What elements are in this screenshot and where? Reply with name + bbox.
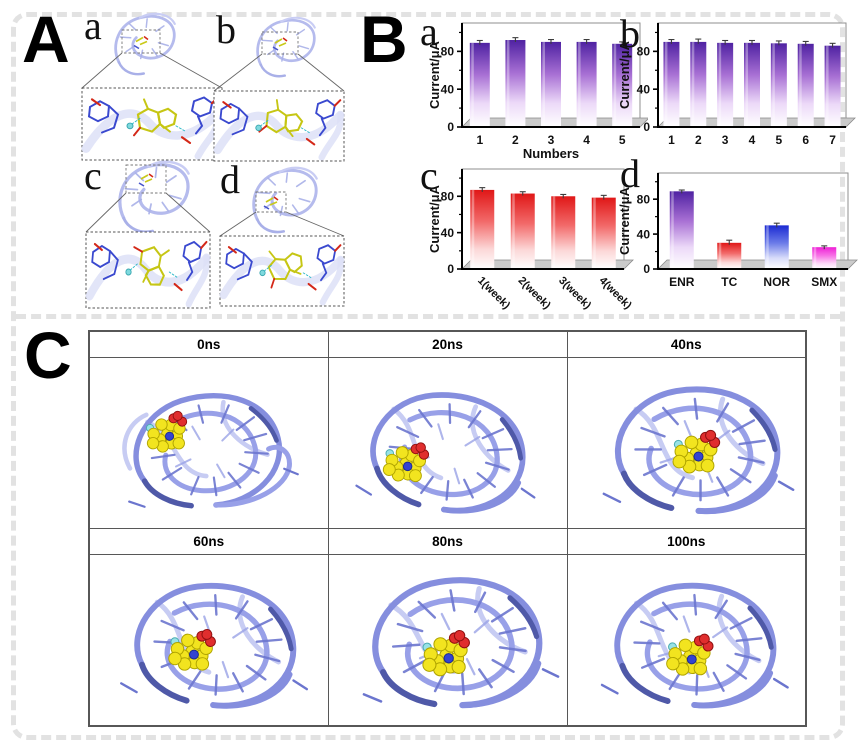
svg-text:2(week): 2(week) <box>516 275 553 312</box>
md-frame-image-20ns <box>355 392 536 514</box>
md-snapshot-table: 0ns 20ns 40ns 60ns 80ns 100ns <box>88 330 807 727</box>
svg-text:40: 40 <box>637 82 651 96</box>
panel-a-sublabel-c: c <box>84 153 102 198</box>
svg-text:4: 4 <box>749 133 756 147</box>
chart-c: 1(week) 2(week) 3(week) 4(week) 0 40 80 Current… <box>428 157 648 319</box>
md-frame-image-100ns <box>600 582 789 709</box>
panel-b-sublabel-d: d <box>620 151 640 196</box>
svg-text:80: 80 <box>637 192 651 206</box>
md-frame-image-0ns <box>122 392 300 509</box>
chart-a: 1 2 3 4 5 0 40 80 Current/μA Numbers <box>428 13 648 163</box>
frame-header-100ns: 100ns <box>566 528 807 555</box>
section-divider-dashed <box>16 314 840 319</box>
svg-text:40: 40 <box>441 226 455 240</box>
md-frame-image-40ns <box>602 386 795 515</box>
svg-text:0: 0 <box>643 262 650 276</box>
svg-text:NOR: NOR <box>763 275 790 289</box>
bar-chart-electrodes: 1 2 3 4 5 6 7 0 40 80 Current/μA <box>618 22 856 147</box>
frame-cell <box>327 357 568 529</box>
panel-a-sublabel-d: d <box>220 157 240 202</box>
panel-b-sublabel-b: b <box>620 11 640 56</box>
svg-text:5: 5 <box>776 133 783 147</box>
panel-a-sublabel-a: a <box>84 3 102 48</box>
svg-text:Numbers: Numbers <box>523 146 579 161</box>
docking-image-c <box>85 160 211 309</box>
svg-text:Current/μA: Current/μA <box>618 40 632 109</box>
svg-text:1(week): 1(week) <box>475 275 512 312</box>
svg-text:TC: TC <box>721 275 737 289</box>
panel-b-sublabel-a: a <box>420 9 438 54</box>
svg-text:40: 40 <box>441 82 455 96</box>
svg-text:40: 40 <box>637 227 651 241</box>
svg-text:Current/μA: Current/μA <box>428 184 442 253</box>
frame-header-80ns: 80ns <box>327 528 568 555</box>
svg-text:SMX: SMX <box>811 275 837 289</box>
svg-text:2: 2 <box>512 133 519 147</box>
frame-cell <box>327 554 568 727</box>
svg-text:Current/μA: Current/μA <box>428 40 442 109</box>
svg-text:80: 80 <box>637 45 651 59</box>
chart-d: ENR TC NOR SMX 0 40 80 Current/μA <box>618 157 862 319</box>
panel-c-label: C <box>24 318 72 392</box>
svg-text:7: 7 <box>829 133 836 147</box>
panel-b-label: B <box>360 2 408 76</box>
frame-header-40ns: 40ns <box>566 330 807 358</box>
bar-chart-selectivity: ENR TC NOR SMX 0 40 80 Current/μA <box>618 172 858 289</box>
frame-cell <box>566 554 807 727</box>
bar-chart-stability: 1(week) 2(week) 3(week) 4(week)04080Current… <box>428 168 634 312</box>
frame-header-60ns: 60ns <box>88 528 329 555</box>
svg-text:ENR: ENR <box>669 275 695 289</box>
svg-text:5: 5 <box>619 133 626 147</box>
svg-text:0: 0 <box>447 120 454 134</box>
frame-cell <box>88 357 329 529</box>
svg-text:6: 6 <box>802 133 809 147</box>
frame-header-0ns: 0ns <box>88 330 329 358</box>
svg-text:80: 80 <box>441 189 455 203</box>
svg-text:3: 3 <box>722 133 729 147</box>
panel-b-sublabel-c: c <box>420 153 438 198</box>
svg-text:1: 1 <box>476 133 483 147</box>
svg-text:3(week): 3(week) <box>556 275 593 312</box>
docking-image-d <box>219 166 345 307</box>
svg-text:4: 4 <box>583 133 590 147</box>
docking-image-a <box>81 12 223 161</box>
svg-text:2: 2 <box>695 133 702 147</box>
chart-b: 1 2 3 4 5 6 7 0 40 80 Current/μA <box>618 13 860 163</box>
frame-cell <box>566 357 807 529</box>
panel-a-label: A <box>22 2 70 76</box>
svg-text:0: 0 <box>447 262 454 276</box>
md-frame-image-60ns <box>120 582 309 709</box>
docking-image-b <box>213 16 345 162</box>
svg-text:1: 1 <box>668 133 675 147</box>
frame-cell <box>88 554 329 727</box>
svg-text:0: 0 <box>643 120 650 134</box>
md-frame-image-80ns <box>362 577 560 709</box>
panel-a-sublabel-b: b <box>216 7 236 52</box>
svg-text:80: 80 <box>441 45 455 59</box>
svg-text:Current/μA: Current/μA <box>618 186 632 255</box>
svg-text:3: 3 <box>548 133 555 147</box>
frame-header-20ns: 20ns <box>327 330 568 358</box>
